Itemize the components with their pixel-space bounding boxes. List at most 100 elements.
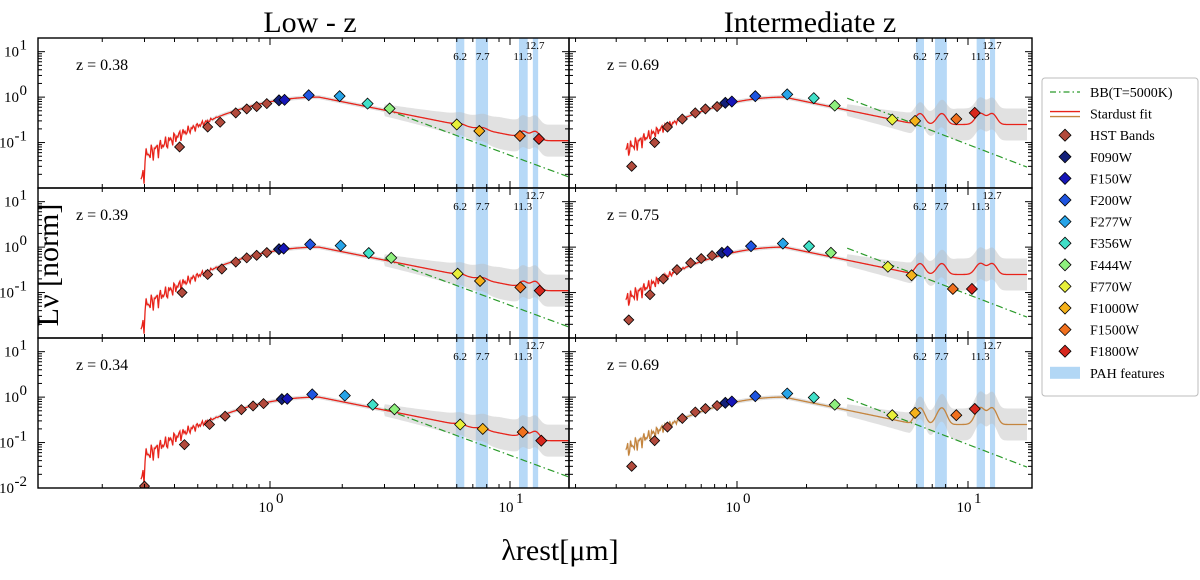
redshift-label: z = 0.69 xyxy=(607,357,659,374)
band-point-F200W xyxy=(304,238,317,251)
column-title-low-z: Low - z xyxy=(263,6,356,39)
legend-label: BB(T=5000K) xyxy=(1090,86,1173,101)
legend-swatch-f090w xyxy=(1058,150,1072,164)
legend-label: F1500W xyxy=(1090,324,1140,339)
panel-3 xyxy=(140,188,569,338)
pah-band-11.3 xyxy=(518,188,528,338)
x-tick-label-exponent: 1 xyxy=(974,491,982,507)
hst-point-5 xyxy=(685,257,697,269)
y-tick-label-exponent: -1 xyxy=(15,129,28,145)
y-tick-label: 10 xyxy=(4,45,19,61)
legend-label: Stardust fit xyxy=(1090,108,1152,123)
hst-point-2 xyxy=(178,439,190,451)
pah-label-7.7: 7.7 xyxy=(476,351,490,363)
band-point-F770W xyxy=(450,118,463,131)
band-point-F444W xyxy=(828,99,841,112)
band-point-F277W xyxy=(334,239,347,252)
band-point-F444W xyxy=(385,251,398,264)
pah-label-11.3: 11.3 xyxy=(971,51,990,63)
legend-swatch-f1000w xyxy=(1058,301,1072,315)
band-point-F1000W xyxy=(473,124,486,138)
y-tick-label: 10 xyxy=(0,286,14,302)
pah-label-12.7: 12.7 xyxy=(982,190,1002,202)
y-tick-label: 10 xyxy=(4,90,19,106)
hst-point-3 xyxy=(216,263,228,275)
hst-point-7 xyxy=(257,398,270,410)
pah-band-6.2 xyxy=(455,188,465,338)
blackbody-line xyxy=(384,108,569,178)
x-tick-label: 10 xyxy=(259,500,274,516)
legend-swatch-f1500w xyxy=(1058,323,1072,337)
pah-label-7.7: 7.7 xyxy=(935,351,949,363)
legend-label: F444W xyxy=(1090,259,1133,274)
hst-point-3 xyxy=(661,421,674,433)
hst-point-5 xyxy=(689,107,701,119)
pah-label-12.7: 12.7 xyxy=(982,340,1002,352)
x-tick-label-exponent: 0 xyxy=(743,491,751,507)
hst-point-3 xyxy=(661,121,674,133)
band-point-F150W xyxy=(725,95,738,108)
pah-band-6.2 xyxy=(455,338,465,488)
band-point-F1800W xyxy=(533,284,546,297)
legend-label: F1000W xyxy=(1090,302,1140,317)
y-tick-label: 10 xyxy=(4,195,19,211)
pah-label-11.3: 11.3 xyxy=(971,201,990,213)
band-point-F277W xyxy=(781,387,794,400)
band-point-F770W xyxy=(451,267,464,280)
blackbody-line xyxy=(847,397,1028,468)
band-point-F770W xyxy=(886,409,899,422)
y-tick-label-exponent: -1 xyxy=(15,279,28,295)
band-point-F277W xyxy=(333,90,346,103)
hst-point-4 xyxy=(671,264,683,276)
x-tick-label: 10 xyxy=(957,500,972,516)
hst-point-7 xyxy=(706,250,718,262)
band-point-F356W xyxy=(366,398,379,411)
band-point-F770W xyxy=(886,113,899,126)
band-point-F1800W xyxy=(968,106,981,119)
panel-1 xyxy=(140,38,569,188)
pah-band-12.7 xyxy=(532,188,539,338)
hst-point-2 xyxy=(649,435,661,447)
pah-label-6.2: 6.2 xyxy=(453,201,467,213)
pah-band-11.3 xyxy=(518,338,528,488)
hst-point-1 xyxy=(623,314,635,326)
hst-point-6 xyxy=(699,103,711,115)
hst-point-2 xyxy=(644,289,656,301)
y-tick-label: 10 xyxy=(0,481,14,497)
pah-band-7.7 xyxy=(935,188,947,338)
pah-label-12.7: 12.7 xyxy=(525,190,545,202)
hst-point-4 xyxy=(230,256,242,268)
hst-point-4 xyxy=(230,107,242,119)
pah-label-7.7: 7.7 xyxy=(476,201,490,213)
hst-point-6 xyxy=(699,402,711,415)
band-point-F444W xyxy=(383,102,396,115)
y-tick-label-exponent: 1 xyxy=(20,338,28,354)
y-tick-label: 10 xyxy=(0,136,14,152)
band-point-F1800W xyxy=(535,434,548,447)
legend-swatch-pah xyxy=(1050,366,1080,379)
hst-point-3 xyxy=(203,418,216,431)
pah-label-11.3: 11.3 xyxy=(971,351,990,363)
band-point-F277W xyxy=(776,237,789,250)
legend-swatch-hst-bands xyxy=(1058,128,1072,142)
hst-point-6 xyxy=(251,100,263,113)
band-point-F1000W xyxy=(476,422,489,435)
band-point-F356W xyxy=(362,246,375,260)
pah-label-6.2: 6.2 xyxy=(913,351,927,363)
hst-point-2 xyxy=(202,121,214,133)
legend-label: F090W xyxy=(1090,151,1133,166)
band-point-F1500W xyxy=(516,426,529,439)
band-point-F356W xyxy=(361,97,374,110)
panel-5 xyxy=(138,338,569,488)
redshift-label: z = 0.34 xyxy=(76,357,128,374)
legend: BB(T=5000K) Stardust fit HST Bands F090W F15… xyxy=(1041,77,1199,397)
x-tick-label: 10 xyxy=(499,500,514,516)
legend-swatch-f200w xyxy=(1058,193,1072,207)
legend-swatch-f356w xyxy=(1058,236,1072,250)
hst-point-6 xyxy=(695,252,707,265)
hst-point-2 xyxy=(649,136,661,149)
y-tick-label: 10 xyxy=(4,390,19,406)
pah-label-7.7: 7.7 xyxy=(935,201,949,213)
redshift-label: z = 0.69 xyxy=(607,57,659,74)
hst-point-7 xyxy=(711,100,723,113)
